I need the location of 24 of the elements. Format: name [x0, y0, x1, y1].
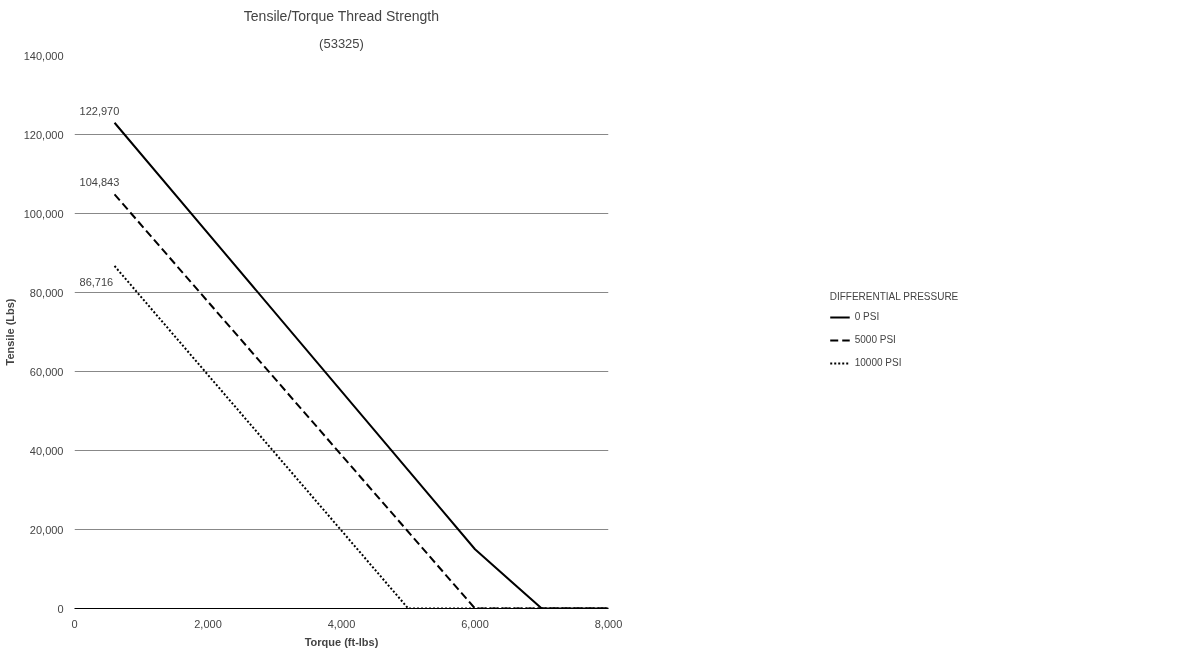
legend-label: 5000 PSI	[854, 334, 896, 345]
y-tick-label: 0	[57, 602, 64, 615]
y-tick-label: 100,000	[23, 207, 64, 220]
y-tick-label: 60,000	[29, 365, 64, 378]
legend-label: 10000 PSI	[854, 357, 902, 368]
chart-subtitle: (53325)	[319, 35, 364, 51]
y-axis-title: Tensile (Lbs)	[3, 298, 16, 366]
y-tick-label: 80,000	[29, 286, 64, 299]
data-label: 122,970	[79, 104, 120, 117]
data-label: 86,716	[79, 275, 114, 288]
x-axis-title: Torque (ft-lbs)	[304, 635, 379, 648]
x-tick-label: 4,000	[327, 617, 356, 630]
legend-title: DIFFERENTIAL PRESSURE	[829, 290, 959, 302]
y-tick-label: 20,000	[29, 523, 64, 536]
y-tick-label: 120,000	[23, 128, 64, 141]
x-tick-label: 8,000	[594, 617, 623, 630]
x-tick-label: 2,000	[194, 617, 222, 630]
y-tick-label: 140,000	[23, 49, 64, 62]
legend-label: 0 PSI	[854, 311, 880, 322]
x-tick-label: 6,000	[461, 617, 489, 630]
y-tick-label: 40,000	[29, 444, 64, 457]
data-label: 104,843	[79, 176, 120, 189]
x-tick-label: 0	[71, 617, 78, 630]
chart-title: Tensile/Torque Thread Strength	[243, 7, 439, 24]
